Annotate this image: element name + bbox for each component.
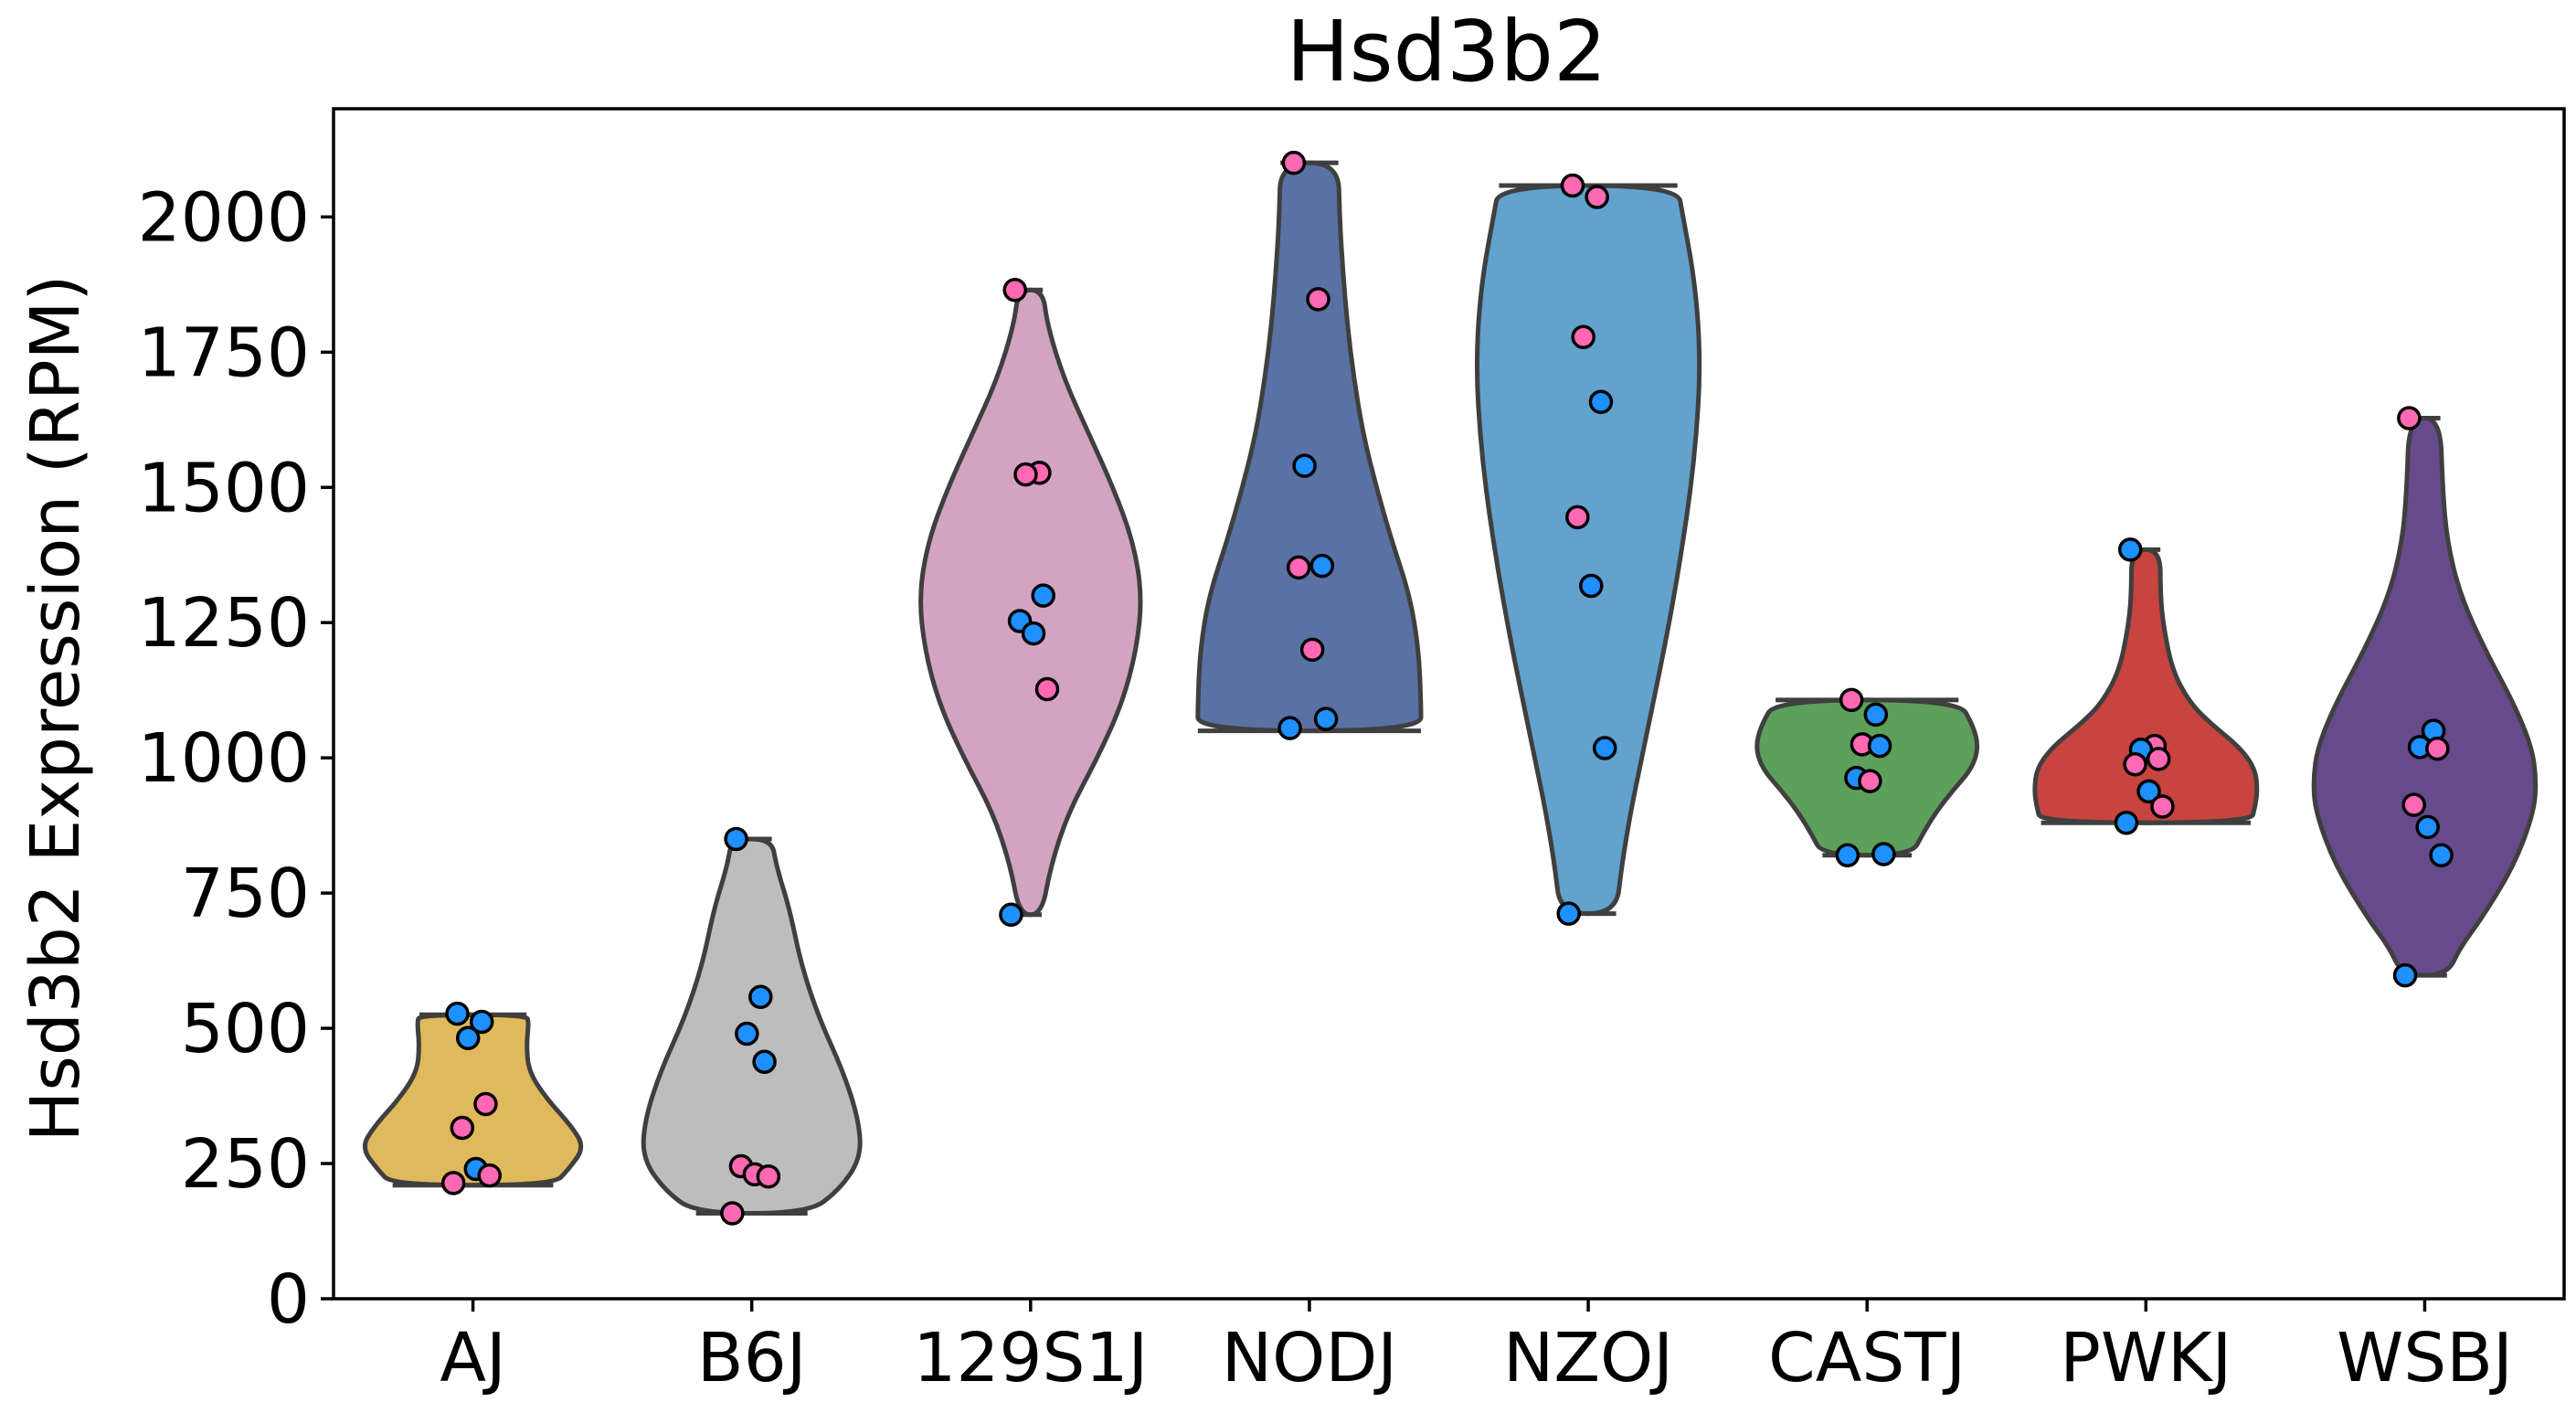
data-point: [469, 1009, 494, 1035]
data-point: [1839, 687, 1864, 713]
data-point: [2146, 747, 2171, 771]
data-point: [440, 1171, 466, 1195]
data-point: [1313, 706, 1339, 731]
y-tick-label: 1750: [138, 313, 310, 392]
data-point: [2429, 843, 2454, 867]
data-point: [1013, 462, 1038, 487]
data-point: [1592, 736, 1617, 760]
x-tick-label: CASTJ: [1768, 1319, 1966, 1397]
data-point: [1863, 702, 1889, 728]
x-tick-label: AJ: [440, 1319, 505, 1397]
data-point: [1292, 453, 1317, 478]
data-point: [1002, 278, 1027, 303]
x-tick-label: WSBJ: [2337, 1319, 2513, 1397]
y-tick-label: 1000: [138, 719, 310, 798]
data-point: [1556, 901, 1581, 926]
data-point: [2123, 752, 2147, 777]
y-tick-label: 750: [181, 855, 310, 933]
data-point: [748, 984, 773, 1010]
data-point: [455, 1025, 481, 1050]
x-tick-label: NODJ: [1222, 1319, 1397, 1397]
data-point: [2392, 962, 2418, 988]
data-point: [999, 902, 1023, 928]
x-tick-label: PWKJ: [2060, 1319, 2231, 1397]
data-point: [2117, 537, 2143, 562]
data-point: [1585, 185, 1609, 209]
data-point: [1560, 173, 1585, 198]
x-tick-label: B6J: [697, 1319, 807, 1397]
chart-title: Hsd3b2: [1287, 3, 1607, 101]
data-point: [756, 1163, 781, 1189]
x-tick-label: 129S1J: [913, 1319, 1148, 1397]
y-tick-label: 1500: [138, 449, 310, 527]
data-point: [1021, 621, 1046, 646]
data-point: [2114, 810, 2139, 835]
data-point: [1031, 583, 1055, 608]
data-point: [2150, 794, 2175, 819]
x-tick-label: NZOJ: [1503, 1319, 1673, 1397]
y-tick-label: 2000: [138, 178, 310, 257]
data-point: [720, 1201, 745, 1226]
points-layer: [440, 150, 2454, 1226]
y-tick-label: 1250: [138, 584, 310, 663]
data-point: [1286, 555, 1311, 580]
data-point: [2397, 406, 2422, 430]
violin-pwkj: [2032, 547, 2260, 825]
data-point: [477, 1163, 502, 1188]
data-point: [735, 1021, 759, 1046]
data-point: [1309, 553, 1335, 579]
data-point: [445, 1001, 470, 1026]
data-point: [2401, 792, 2426, 817]
data-point: [1299, 637, 1325, 663]
y-tick-label: 500: [181, 990, 310, 1068]
data-point: [2415, 814, 2440, 840]
y-axis-ticks: 0 250 500 750 1000 1250 1500 1750 2000: [138, 178, 334, 1339]
data-point: [1306, 287, 1330, 312]
x-axis-ticks: AJ B6J 129S1J NODJ NZOJ CASTJ PWKJ WSBJ: [440, 1299, 2513, 1397]
data-point: [1571, 324, 1595, 349]
violin-129s1j: [918, 287, 1143, 918]
violin-nzoj: [1474, 183, 1702, 917]
data-point: [1871, 842, 1896, 866]
data-point: [1835, 843, 1860, 867]
data-point: [1588, 389, 1614, 415]
data-point: [1565, 505, 1590, 530]
y-tick-label: 0: [267, 1260, 310, 1339]
data-point: [752, 1049, 777, 1075]
data-point: [1281, 150, 1307, 175]
y-axis-label: Hsd3b2 Expression (RPM): [16, 275, 95, 1142]
data-point: [473, 1091, 498, 1117]
data-point: [450, 1115, 475, 1141]
violin-aj: [362, 1012, 584, 1188]
data-point: [2136, 779, 2161, 804]
y-tick-label: 250: [181, 1125, 310, 1204]
violin-nodj: [1195, 160, 1424, 734]
data-point: [2425, 736, 2450, 761]
violin-wsbj: [2311, 416, 2539, 978]
plot-frame: [332, 107, 2566, 1301]
data-point: [1277, 716, 1302, 740]
data-point: [1579, 573, 1604, 599]
violin-layer: [362, 160, 2539, 1216]
data-point: [1858, 769, 1882, 793]
data-point: [1867, 733, 1892, 759]
data-point: [724, 826, 748, 852]
data-point: [1034, 676, 1060, 702]
